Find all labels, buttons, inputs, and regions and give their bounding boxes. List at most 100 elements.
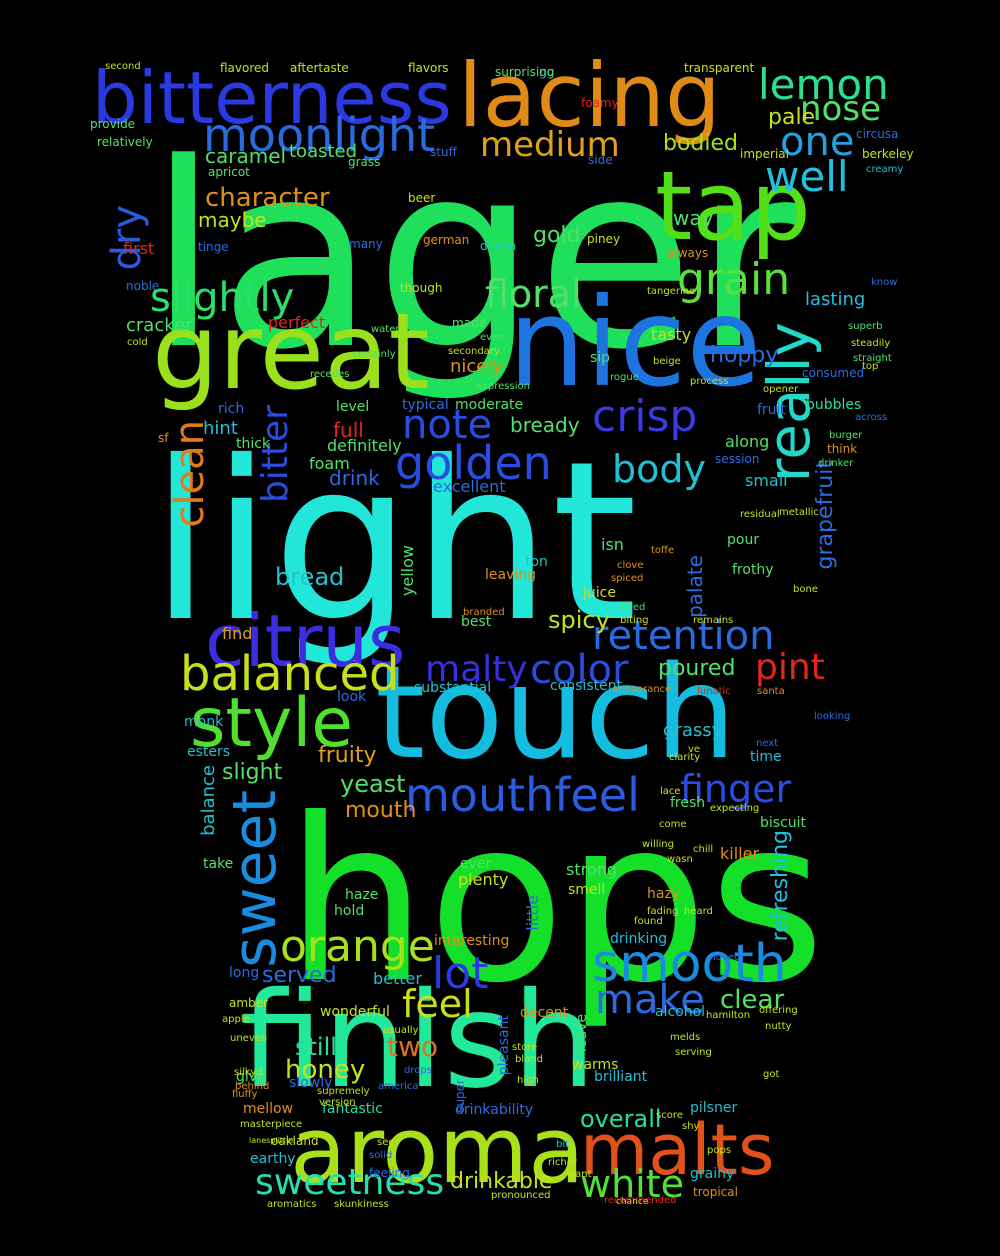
cloud-word-burger: burger xyxy=(829,430,863,441)
cloud-word-think: think xyxy=(827,442,858,456)
cloud-word-apple: apple xyxy=(222,1014,250,1025)
cloud-word-perfect: perfect xyxy=(268,313,326,332)
cloud-word-hint: hint xyxy=(203,418,238,439)
cloud-word-moderate: moderate xyxy=(455,397,524,413)
cloud-word-hoppy: hoppy xyxy=(710,343,779,368)
cloud-word-little: little xyxy=(523,895,542,931)
cloud-word-rogue: rogue xyxy=(610,372,639,383)
cloud-word-brilliant: brilliant xyxy=(594,1069,648,1085)
cloud-word-substantial: substantial xyxy=(414,680,492,696)
cloud-word-solid: solid xyxy=(369,1150,393,1161)
cloud-word-leaving: leaving xyxy=(485,567,537,583)
cloud-word-make: make xyxy=(595,977,705,1023)
cloud-word-grass: grass xyxy=(348,155,381,169)
cloud-word-found: found xyxy=(634,916,663,927)
cloud-word-nice: nice xyxy=(508,272,762,414)
cloud-word-way: way xyxy=(673,206,714,230)
cloud-word-bread: bread xyxy=(275,563,345,591)
cloud-word-leave: leave xyxy=(574,1014,590,1052)
cloud-word-cold: cold xyxy=(127,337,148,348)
cloud-word-metallic: metallic xyxy=(779,507,819,518)
cloud-word-bubbles: bubbles xyxy=(806,397,862,413)
cloud-word-sweetness: sweetness xyxy=(255,1162,445,1203)
cloud-word-chance: chance xyxy=(616,1197,649,1207)
cloud-word-mouthfeel: mouthfeel xyxy=(405,768,640,822)
cloud-word-hold: hold xyxy=(334,903,365,919)
cloud-word-steadily: steadily xyxy=(851,338,891,349)
cloud-word-go: go xyxy=(539,65,554,79)
cloud-word-drops: drops xyxy=(404,1065,432,1076)
cloud-word-monk: monk xyxy=(184,714,224,730)
cloud-word-slight: slight xyxy=(222,760,283,785)
cloud-word-consumed: consumed xyxy=(802,366,865,380)
cloud-word-biting: biting xyxy=(620,615,649,626)
cloud-word-one: one xyxy=(780,119,855,165)
cloud-word-america: america xyxy=(378,1081,419,1092)
cloud-word-tasty: tasty xyxy=(651,325,692,344)
cloud-word-secondary: secondary xyxy=(448,346,500,357)
cloud-word-imperial: imperial xyxy=(740,147,789,161)
cloud-word-light: light xyxy=(150,414,638,670)
cloud-word-know: know xyxy=(871,277,898,288)
cloud-word-killer: killer xyxy=(720,844,760,863)
cloud-word-still: still xyxy=(295,1033,337,1061)
cloud-word-grainy: grainy xyxy=(690,1166,735,1182)
cloud-word-beer: beer xyxy=(408,191,436,205)
cloud-word-slightly: slightly xyxy=(150,275,295,321)
cloud-word-branded: branded xyxy=(463,607,505,618)
cloud-word-skunkiness: skunkiness xyxy=(334,1199,389,1210)
cloud-word-filled: filled xyxy=(621,602,646,613)
cloud-word-finish: finish xyxy=(240,964,596,1118)
cloud-word-style: style xyxy=(190,684,354,763)
cloud-word-piney: piney xyxy=(587,232,621,246)
cloud-word-clarity: clarity xyxy=(669,752,701,763)
cloud-word-smell: smell xyxy=(568,882,606,898)
cloud-word-santa: santa xyxy=(757,686,785,697)
cloud-word-refreshing: refreshing xyxy=(768,830,793,942)
cloud-word-loved: loved xyxy=(713,952,741,963)
cloud-word-plenty: plenty xyxy=(458,870,509,889)
cloud-word-always: always xyxy=(667,246,709,260)
cloud-word-pops: pops xyxy=(707,1145,732,1156)
cloud-word-fantastic: fantastic xyxy=(322,1101,383,1117)
cloud-word-flavors: flavors xyxy=(408,61,449,75)
cloud-word-tinge: tinge xyxy=(198,240,229,254)
cloud-word-bland: bland xyxy=(515,1054,543,1065)
cloud-word-take: take xyxy=(203,856,234,872)
cloud-word-high: high xyxy=(517,1075,539,1086)
cloud-word-residual: residual xyxy=(740,509,780,520)
cloud-word-next: next xyxy=(756,738,779,749)
cloud-word-decent: decent xyxy=(520,1005,569,1021)
cloud-word-feeling: feeling xyxy=(369,1166,410,1180)
cloud-word-esters: esters xyxy=(187,744,231,760)
cloud-word-caramel: caramel xyxy=(205,144,287,168)
cloud-word-two: two xyxy=(387,1030,439,1063)
cloud-word-circusa: circusa xyxy=(856,127,899,141)
cloud-word-lace: lace xyxy=(660,786,681,797)
cloud-word-lacing: lacing xyxy=(458,44,721,147)
cloud-word-fruity: fruity xyxy=(318,743,377,768)
cloud-word-version: version xyxy=(319,1097,356,1108)
cloud-word-bodied: bodied xyxy=(663,131,739,156)
cloud-word-session: session xyxy=(715,452,760,466)
cloud-word-water: water xyxy=(371,324,400,335)
cloud-word-interesting: interesting xyxy=(434,933,510,949)
cloud-word-serving: serving xyxy=(675,1047,712,1058)
cloud-word-drinkability: drinkability xyxy=(455,1102,534,1118)
cloud-word-provide: provide xyxy=(90,117,136,131)
cloud-word-transparent: transparent xyxy=(684,61,755,75)
cloud-word-bitterness: bitterness xyxy=(92,56,452,140)
cloud-word-drinking: drinking xyxy=(610,931,668,947)
cloud-word-nicely: nicely xyxy=(450,356,504,377)
cloud-word-usually: usually xyxy=(383,1025,419,1036)
cloud-word-maybe: maybe xyxy=(198,208,267,232)
cloud-word-citrus: citrus xyxy=(205,599,406,683)
cloud-word-noble: noble xyxy=(126,279,160,293)
cloud-word-toffe: toffe xyxy=(651,545,675,556)
cloud-word-small: small xyxy=(745,471,788,490)
cloud-word-spiced: spiced xyxy=(611,573,644,584)
cloud-word-bit: bit xyxy=(556,1139,570,1150)
cloud-word-pronounced: pronounced xyxy=(491,1190,551,1201)
cloud-word-expression: expression xyxy=(476,381,530,392)
cloud-word-pale: pale xyxy=(768,105,816,130)
